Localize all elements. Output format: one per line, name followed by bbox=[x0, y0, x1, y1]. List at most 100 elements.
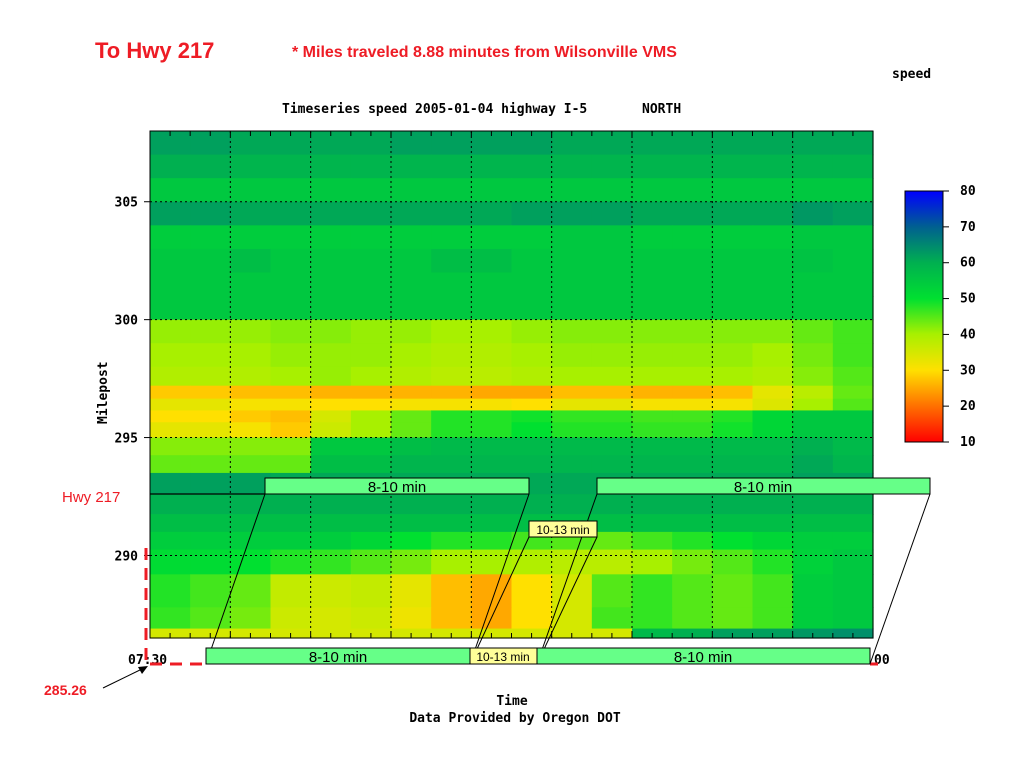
heatmap-cell bbox=[350, 531, 392, 551]
heatmap-cell bbox=[672, 514, 713, 533]
frame-ticks bbox=[149, 131, 854, 638]
heatmap-cell bbox=[832, 343, 874, 368]
heatmap-cell bbox=[230, 549, 272, 575]
heatmap-cell bbox=[471, 549, 513, 575]
heatmap-cell bbox=[511, 607, 553, 630]
heatmap-cell bbox=[230, 574, 272, 608]
heatmap-cell bbox=[150, 472, 191, 495]
heatmap-cell bbox=[551, 410, 593, 423]
heatmap-cell bbox=[551, 437, 593, 456]
heatmap-cell bbox=[832, 455, 874, 474]
heatmap-cell bbox=[832, 385, 874, 400]
heatmap-cell bbox=[150, 574, 191, 608]
heatmap-cell bbox=[471, 319, 513, 344]
heatmap-cell bbox=[230, 437, 272, 456]
heatmap-cell bbox=[551, 455, 593, 474]
heatmap-cell bbox=[270, 398, 312, 412]
heatmap-cell bbox=[632, 514, 673, 533]
heatmap-cell bbox=[591, 422, 633, 439]
subtitle: * Miles traveled 8.88 minutes from Wilso… bbox=[292, 44, 677, 61]
heatmap-cell bbox=[792, 343, 834, 368]
heatmap-cell bbox=[230, 531, 272, 551]
heatmap-cell bbox=[752, 154, 794, 179]
heatmap-cell bbox=[511, 437, 553, 456]
heatmap-cell bbox=[471, 410, 513, 423]
route-title: To Hwy 217 bbox=[95, 38, 214, 63]
heatmap-cell bbox=[672, 398, 713, 412]
heatmap-cell bbox=[350, 422, 392, 439]
heatmap-cell bbox=[230, 472, 272, 495]
heatmap-cell bbox=[752, 178, 794, 203]
heatmap-cell bbox=[471, 385, 513, 400]
heatmap-cell bbox=[310, 437, 352, 456]
heatmap-cell bbox=[310, 574, 352, 608]
heatmap-cell bbox=[551, 472, 593, 495]
travel-box-label: 8-10 min bbox=[368, 479, 426, 496]
heatmap-cell bbox=[752, 385, 794, 400]
heatmap-cell bbox=[632, 272, 673, 297]
heatmap-cell bbox=[431, 385, 472, 400]
heatmap-cell bbox=[350, 398, 392, 412]
heatmap-cell bbox=[792, 574, 834, 608]
heatmap-cell bbox=[752, 366, 794, 387]
heatmap-cell bbox=[230, 319, 272, 344]
heatmap-cell bbox=[832, 154, 874, 179]
heatmap-cell bbox=[792, 514, 834, 533]
travel-box-upper-1: 8-10 min bbox=[264, 477, 530, 496]
heatmap-cell bbox=[230, 154, 272, 179]
colorbar-tick-label: 20 bbox=[960, 399, 976, 414]
heatmap-cell bbox=[310, 366, 352, 387]
heatmap-cell bbox=[230, 514, 272, 533]
heatmap-cell bbox=[792, 272, 834, 297]
heatmap-cell bbox=[230, 225, 272, 250]
heatmap-cell bbox=[551, 398, 593, 412]
heatmap-cell bbox=[672, 574, 713, 608]
heatmap-cell bbox=[150, 385, 191, 400]
heatmap-cell bbox=[270, 455, 312, 474]
heatmap-cell bbox=[431, 398, 472, 412]
heatmap-cell bbox=[632, 343, 673, 368]
heatmap-cell bbox=[832, 437, 874, 456]
heatmap-cell bbox=[391, 225, 432, 250]
heatmap-cell bbox=[471, 154, 513, 179]
heatmap-cell bbox=[792, 225, 834, 250]
heatmap-cell bbox=[150, 154, 191, 179]
heatmap-cell bbox=[230, 272, 272, 297]
heatmap-cell bbox=[632, 366, 673, 387]
heatmap-cell bbox=[672, 437, 713, 456]
heatmap-cell bbox=[591, 531, 633, 551]
heatmap-cell bbox=[792, 248, 834, 274]
travel-box-lower-2: 10-13 min bbox=[469, 647, 538, 665]
heatmap-cell bbox=[752, 494, 794, 515]
heatmap-cell bbox=[391, 455, 432, 474]
heatmap-cell bbox=[391, 343, 432, 368]
heatmap-cell bbox=[350, 272, 392, 297]
heatmap-cell bbox=[591, 410, 633, 423]
heatmap-cell bbox=[672, 494, 713, 515]
heatmap-cell bbox=[391, 574, 432, 608]
heatmap-cell bbox=[672, 296, 713, 321]
heatmap-cell bbox=[712, 514, 754, 533]
heatmap-cell bbox=[391, 319, 432, 344]
colorbar bbox=[904, 190, 944, 443]
heatmap-cell bbox=[712, 154, 754, 179]
heatmap-cell bbox=[391, 201, 432, 226]
heatmap-cell bbox=[150, 248, 191, 274]
heatmap-cell bbox=[270, 343, 312, 368]
heatmap-cell bbox=[431, 366, 472, 387]
heatmap-cell bbox=[511, 178, 553, 203]
heatmap-cell bbox=[150, 343, 191, 368]
heatmap-cell bbox=[712, 225, 754, 250]
heatmap-cell bbox=[391, 154, 432, 179]
heatmap-cell bbox=[431, 574, 472, 608]
heatmap-cell bbox=[591, 385, 633, 400]
heatmap-cell bbox=[350, 248, 392, 274]
heatmap-cell bbox=[270, 514, 312, 533]
heatmap-cell bbox=[551, 248, 593, 274]
heatmap-cell bbox=[310, 319, 352, 344]
heatmap-cell bbox=[632, 422, 673, 439]
heatmap-cell bbox=[310, 494, 352, 515]
heatmap-cell bbox=[591, 549, 633, 575]
heatmap-cell bbox=[310, 531, 352, 551]
heatmap-cell bbox=[431, 437, 472, 456]
